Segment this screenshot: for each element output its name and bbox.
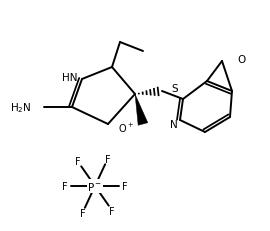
Text: F: F bbox=[79, 208, 85, 218]
Polygon shape bbox=[135, 94, 148, 126]
Text: F: F bbox=[109, 206, 115, 216]
Text: O$^+$: O$^+$ bbox=[118, 121, 134, 134]
Text: N: N bbox=[170, 119, 178, 129]
Text: F: F bbox=[62, 181, 68, 191]
Text: HN: HN bbox=[62, 73, 78, 83]
Text: F: F bbox=[122, 181, 128, 191]
Text: P$^-$: P$^-$ bbox=[87, 180, 103, 192]
Text: H$_2$N: H$_2$N bbox=[11, 101, 32, 114]
Text: S: S bbox=[171, 84, 178, 94]
Text: F: F bbox=[75, 157, 81, 167]
Text: O: O bbox=[237, 55, 245, 65]
Text: F: F bbox=[105, 154, 110, 164]
